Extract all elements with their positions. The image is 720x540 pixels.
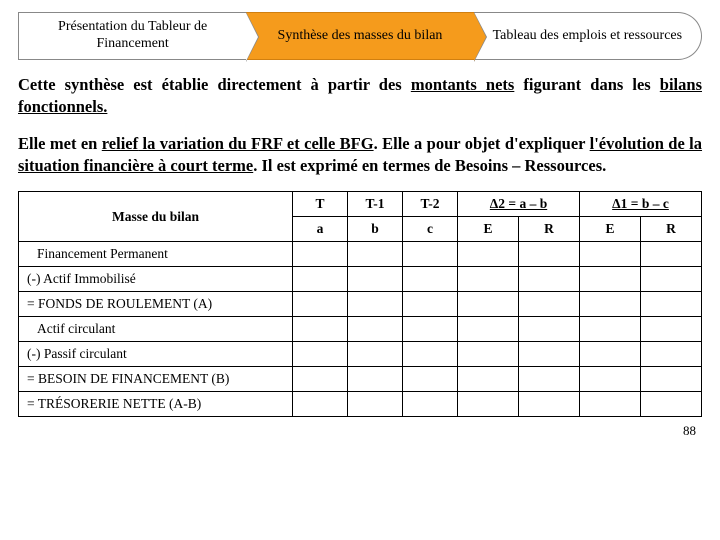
cell	[293, 317, 348, 342]
cell	[519, 317, 580, 342]
cell	[641, 367, 702, 392]
row-label: = FONDS DE ROULEMENT (A)	[19, 292, 293, 317]
cell	[580, 242, 641, 267]
cell	[641, 392, 702, 417]
cell	[519, 392, 580, 417]
table-row: (-) Passif circulant	[19, 342, 702, 367]
cell	[293, 242, 348, 267]
col-b: b	[348, 217, 403, 242]
nav-item-tableau[interactable]: Tableau des emplois et ressources	[474, 12, 702, 60]
row-label: (-) Actif Immobilisé	[19, 267, 293, 292]
col-t1: T-1	[348, 192, 403, 217]
cell	[641, 267, 702, 292]
cell	[458, 342, 519, 367]
nav-chevron: Présentation du Tableur de Financement S…	[18, 12, 702, 60]
row-label: Actif circulant	[19, 317, 293, 342]
row-label: Financement Permanent	[19, 242, 293, 267]
cell	[348, 317, 403, 342]
nav-item-presentation[interactable]: Présentation du Tableur de Financement	[18, 12, 246, 60]
cell	[580, 342, 641, 367]
cell	[403, 342, 458, 367]
table-body: Financement Permanent(-) Actif Immobilis…	[19, 242, 702, 417]
cell	[519, 267, 580, 292]
row-label: = TRÉSORERIE NETTE (A-B)	[19, 392, 293, 417]
intro-paragraph-2: Elle met en relief la variation du FRF e…	[18, 133, 702, 178]
cell	[580, 267, 641, 292]
cell	[348, 267, 403, 292]
cell	[580, 367, 641, 392]
cell	[580, 392, 641, 417]
cell	[403, 242, 458, 267]
cell	[519, 367, 580, 392]
col-r2: R	[641, 217, 702, 242]
nav-label: Synthèse des masses du bilan	[278, 28, 443, 45]
page-number: 88	[18, 423, 702, 439]
nav-item-synthese[interactable]: Synthèse des masses du bilan	[246, 12, 473, 60]
cell	[403, 392, 458, 417]
cell	[348, 392, 403, 417]
cell	[293, 392, 348, 417]
table-row: Actif circulant	[19, 317, 702, 342]
cell	[641, 342, 702, 367]
table-row: = FONDS DE ROULEMENT (A)	[19, 292, 702, 317]
cell	[293, 342, 348, 367]
masse-bilan-table: Masse du bilan T T-1 T-2 Δ2 = a – b Δ1 =…	[18, 191, 702, 417]
cell	[348, 367, 403, 392]
cell	[403, 317, 458, 342]
cell	[641, 242, 702, 267]
nav-label: Tableau des emplois et ressources	[493, 28, 683, 45]
table-row: (-) Actif Immobilisé	[19, 267, 702, 292]
intro-paragraph-1: Cette synthèse est établie directement à…	[18, 74, 702, 119]
col-t2: T-2	[403, 192, 458, 217]
table-header-row-1: Masse du bilan T T-1 T-2 Δ2 = a – b Δ1 =…	[19, 192, 702, 217]
cell	[293, 267, 348, 292]
cell	[641, 292, 702, 317]
cell	[348, 242, 403, 267]
cell	[458, 317, 519, 342]
nav-label: Présentation du Tableur de Financement	[25, 19, 240, 53]
col-e: E	[458, 217, 519, 242]
table-row: Financement Permanent	[19, 242, 702, 267]
cell	[403, 292, 458, 317]
col-t: T	[293, 192, 348, 217]
col-r: R	[519, 217, 580, 242]
cell	[458, 292, 519, 317]
cell	[641, 317, 702, 342]
table-row: = TRÉSORERIE NETTE (A-B)	[19, 392, 702, 417]
row-label: (-) Passif circulant	[19, 342, 293, 367]
cell	[580, 292, 641, 317]
col-a: a	[293, 217, 348, 242]
cell	[458, 392, 519, 417]
cell	[348, 342, 403, 367]
cell	[458, 242, 519, 267]
table-row: = BESOIN DE FINANCEMENT (B)	[19, 367, 702, 392]
cell	[403, 267, 458, 292]
row-label: = BESOIN DE FINANCEMENT (B)	[19, 367, 293, 392]
cell	[580, 317, 641, 342]
cell	[519, 242, 580, 267]
cell	[519, 342, 580, 367]
col-masse: Masse du bilan	[19, 192, 293, 242]
cell	[458, 367, 519, 392]
cell	[403, 367, 458, 392]
col-d2: Δ2 = a – b	[458, 192, 580, 217]
cell	[519, 292, 580, 317]
cell	[293, 292, 348, 317]
cell	[293, 367, 348, 392]
col-d1: Δ1 = b – c	[580, 192, 702, 217]
cell	[458, 267, 519, 292]
col-c: c	[403, 217, 458, 242]
col-e2: E	[580, 217, 641, 242]
cell	[348, 292, 403, 317]
